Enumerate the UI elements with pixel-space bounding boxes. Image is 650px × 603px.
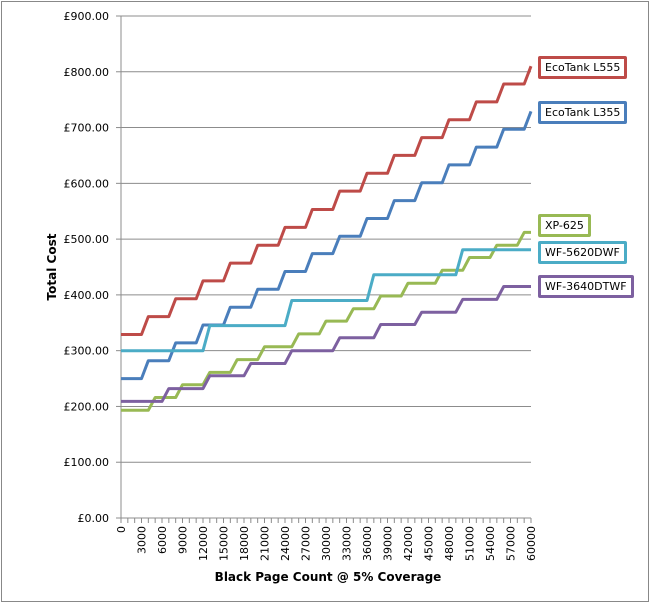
x-tick-label: 36000 — [361, 526, 374, 561]
series-label-wf-3640dtwf: WF-3640DTWF — [538, 275, 634, 298]
x-tick-label: 60000 — [525, 526, 538, 561]
y-tick-label: £100.00 — [64, 456, 110, 469]
x-tick-label: 42000 — [402, 526, 415, 561]
x-tick-label: 12000 — [197, 526, 210, 561]
y-tick-label: £400.00 — [64, 289, 110, 302]
x-tick-label: 6000 — [156, 526, 169, 554]
series-line-wf-5620dwf — [121, 248, 531, 353]
x-tick-label: 21000 — [259, 526, 272, 561]
x-tick-label: 18000 — [238, 526, 251, 561]
y-tick-label: £900.00 — [64, 10, 110, 23]
y-tick-label: £500.00 — [64, 233, 110, 246]
y-tick-label: £300.00 — [64, 345, 110, 358]
x-tick-label: 39000 — [382, 526, 395, 561]
series-line-ecotank-l555 — [121, 65, 533, 336]
x-tick-label: 0 — [115, 526, 128, 533]
x-tick-label: 57000 — [505, 526, 518, 561]
y-tick-label: £200.00 — [64, 400, 110, 413]
x-tick-label: 3000 — [136, 526, 149, 554]
series-label-wf-5620dwf: WF-5620DWF — [538, 241, 627, 264]
series-line-xp-625 — [121, 230, 531, 412]
x-tick-label: 33000 — [341, 526, 354, 561]
y-axis-title: Total Cost — [45, 233, 59, 300]
x-tick-label: 45000 — [423, 526, 436, 561]
x-tick-label: 15000 — [218, 526, 231, 561]
y-tick-label: £800.00 — [64, 66, 110, 79]
x-tick-label: 24000 — [279, 526, 292, 561]
series-label-ecotank-l355: EcoTank L355 — [538, 101, 628, 124]
x-tick-label: 27000 — [300, 526, 313, 561]
y-tick-labels: £0.00 £100.00 £200.00 £300.00 £400.00 £500.00… — [64, 10, 110, 525]
axes — [116, 15, 532, 523]
series-line-wf-3640dtwf — [121, 285, 531, 403]
x-tick-label: 54000 — [484, 526, 497, 561]
y-tick-label: £700.00 — [64, 122, 110, 135]
x-tick-label: 30000 — [320, 526, 333, 561]
y-tick-label: £600.00 — [64, 177, 110, 190]
series-lines — [121, 65, 533, 412]
x-axis-title: Black Page Count @ 5% Coverage — [215, 570, 442, 584]
y-tick-label: £0.00 — [78, 512, 110, 525]
gridlines — [121, 15, 531, 463]
x-tick-labels: 0 3000 6000 9000 12000 15000 18000 21000 24000 27… — [115, 526, 538, 561]
x-tick-label: 9000 — [177, 526, 190, 554]
x-tick-label: 51000 — [464, 526, 477, 561]
series-label-xp-625: XP-625 — [538, 214, 591, 237]
x-tick-label: 48000 — [443, 526, 456, 561]
series-line-ecotank-l355 — [121, 110, 533, 381]
series-label-ecotank-l555: EcoTank L555 — [538, 56, 628, 79]
